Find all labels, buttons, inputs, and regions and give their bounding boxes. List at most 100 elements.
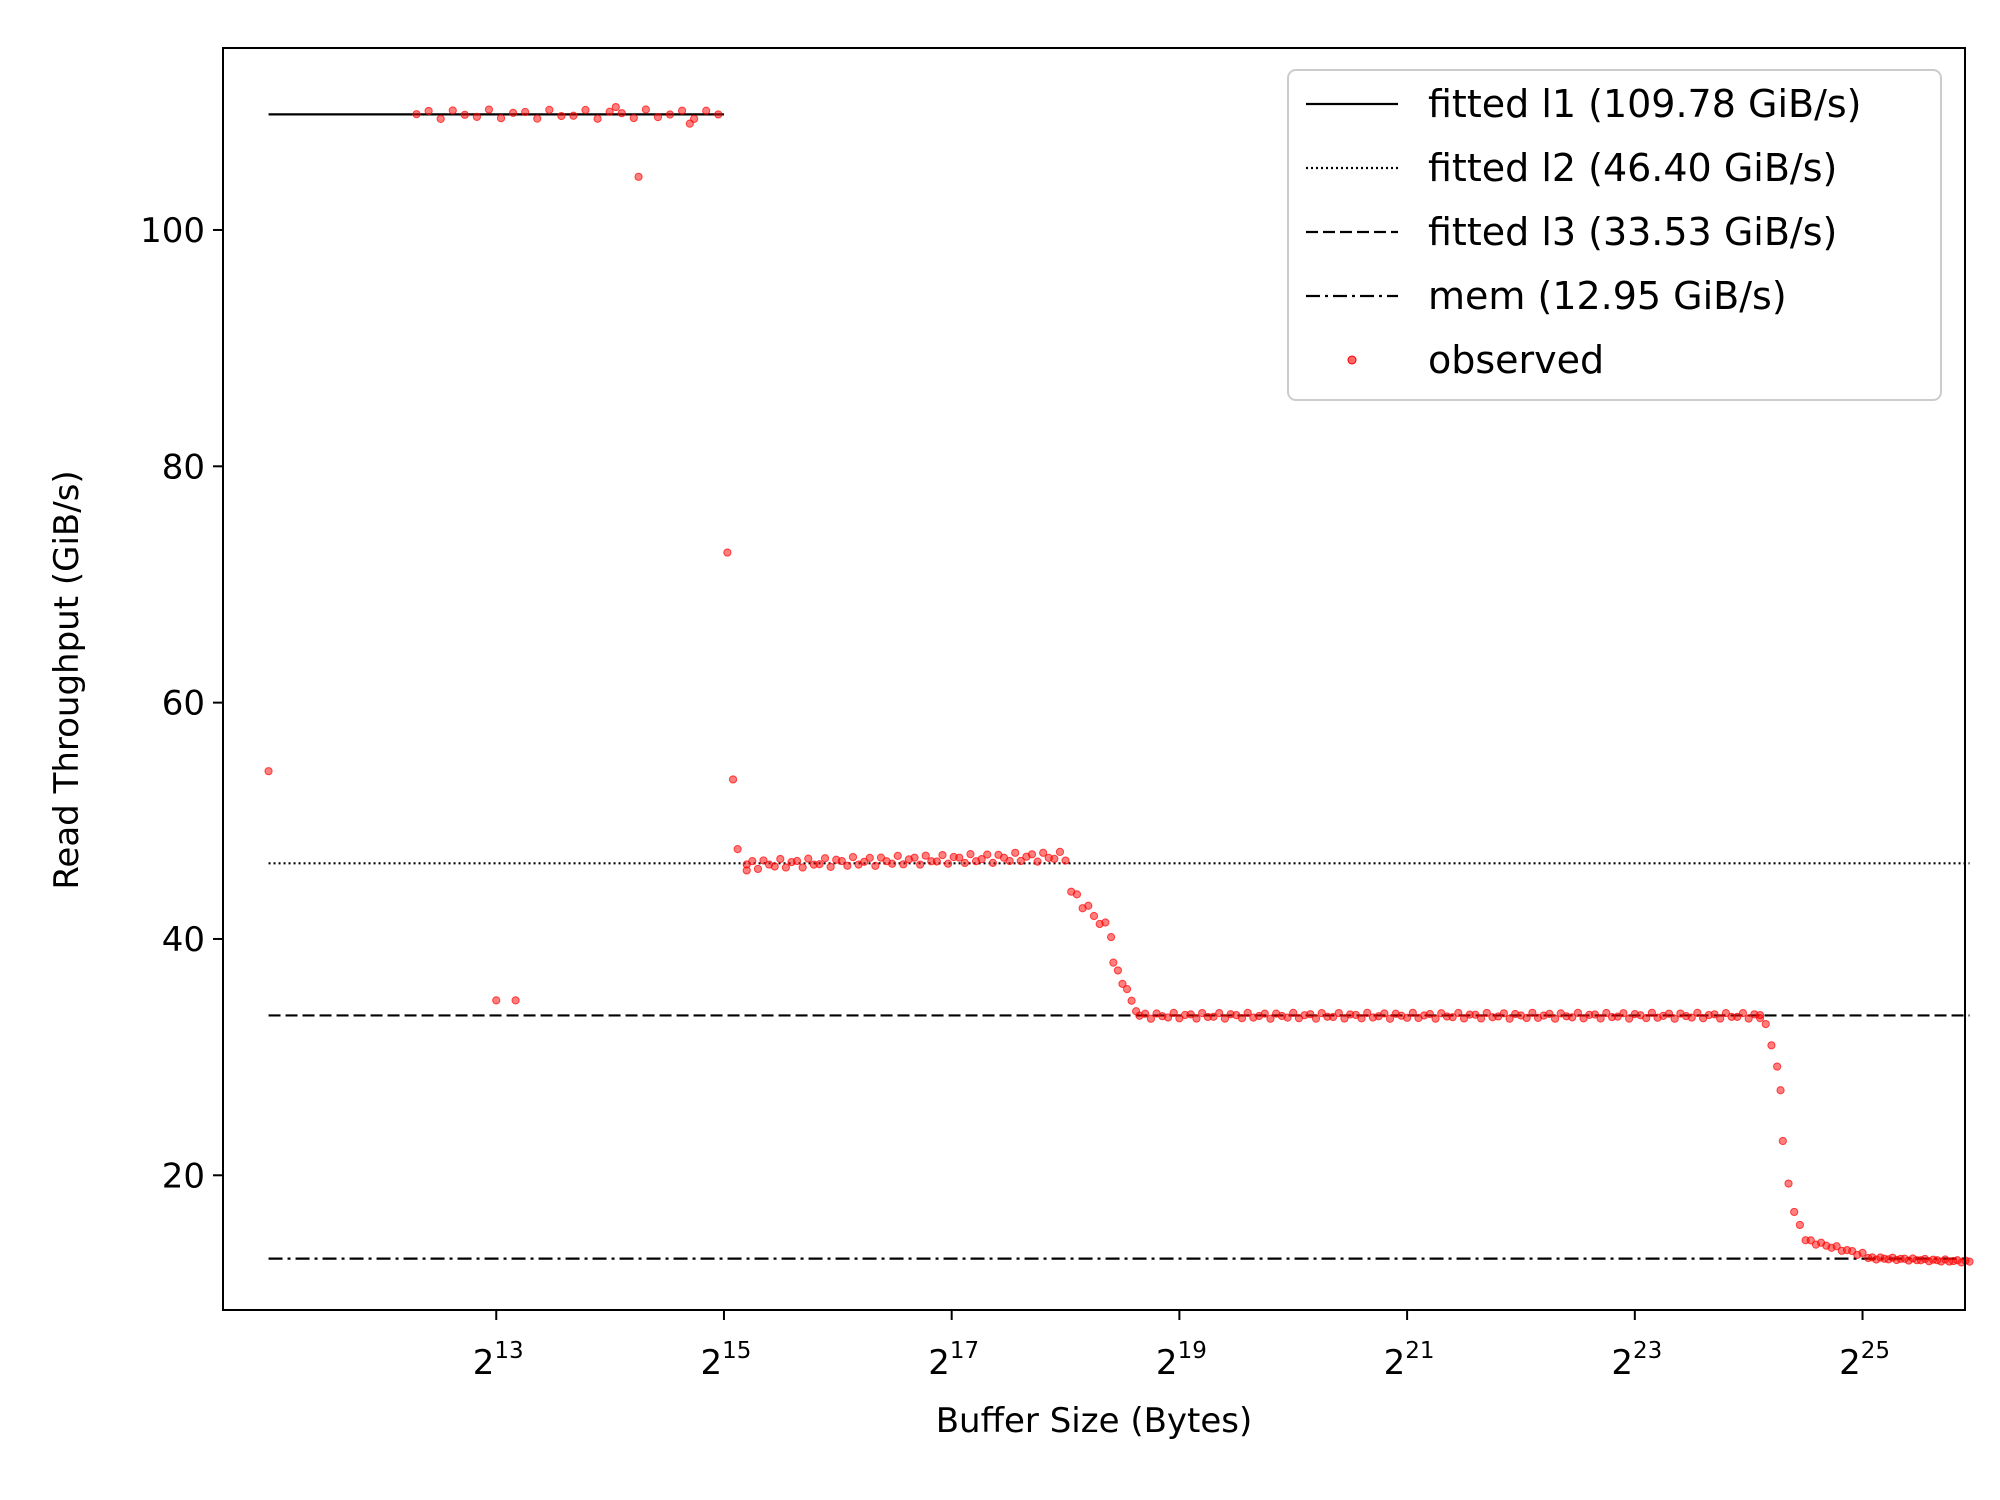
observed-point	[1118, 979, 1127, 988]
observed-point	[1209, 1012, 1218, 1021]
observed-point	[1733, 1012, 1742, 1021]
x-tick-label: 217	[928, 1338, 979, 1383]
observed-point	[1027, 850, 1037, 859]
observed-point	[742, 866, 751, 875]
observed-point	[1528, 1008, 1537, 1017]
observed-point	[893, 851, 902, 861]
observed-point	[776, 854, 785, 864]
observed-point	[714, 110, 723, 119]
x-tick-label: 219	[1156, 1338, 1207, 1383]
observed-point	[1260, 1009, 1269, 1018]
observed-point	[1005, 856, 1014, 866]
observed-point	[1784, 1179, 1793, 1188]
observed-point	[1670, 1014, 1679, 1023]
observed-point	[1767, 1041, 1776, 1050]
observed-point	[759, 856, 768, 865]
observed-point	[1192, 1014, 1201, 1023]
observed-point	[665, 110, 675, 119]
observed-point	[1186, 1010, 1195, 1019]
legend-label-1: fitted l1 (109.78 GiB/s)	[1428, 82, 1862, 126]
y-axis: 20 40 60 80 100	[140, 211, 223, 1196]
observed-point	[1055, 847, 1065, 857]
x-tick-label: 225	[1839, 1338, 1890, 1383]
observed-point	[899, 860, 908, 869]
observed-point	[781, 863, 790, 872]
observed-point	[1403, 1013, 1412, 1022]
observed-point	[593, 114, 602, 123]
observed-point	[1317, 1009, 1326, 1018]
observed-point	[1146, 1014, 1156, 1023]
observed-point	[1220, 1014, 1230, 1023]
observed-point	[770, 862, 779, 871]
observed-point	[1832, 1242, 1841, 1251]
observed-point	[804, 854, 813, 863]
x-tick-label: 213	[473, 1338, 524, 1383]
observed-point	[1385, 1014, 1395, 1023]
observed-point	[1459, 1014, 1469, 1023]
observed-point	[1357, 1014, 1366, 1023]
y-tick-label: 80	[162, 447, 205, 487]
observed-point	[1721, 1009, 1731, 1018]
observed-point	[910, 853, 919, 862]
observed-point	[938, 850, 947, 860]
observed-point	[569, 111, 578, 120]
observed-point	[605, 107, 614, 116]
observed-point	[412, 110, 421, 119]
observed-point	[1127, 996, 1136, 1005]
observed-point	[955, 853, 964, 862]
observed-point	[1141, 1009, 1150, 1018]
observed-point	[921, 851, 930, 860]
observed-points	[264, 102, 1974, 1267]
observed-point	[798, 863, 807, 872]
observed-point	[1215, 1009, 1224, 1018]
observed-point	[496, 114, 506, 123]
observed-point	[1858, 1248, 1867, 1257]
observed-point	[860, 857, 869, 866]
observed-point	[484, 105, 494, 114]
observed-point	[1664, 1009, 1674, 1018]
observed-point	[837, 856, 846, 866]
observed-point	[1011, 848, 1020, 857]
observed-point	[1776, 1086, 1785, 1095]
observed-point	[1113, 966, 1123, 975]
observed-point	[1340, 1014, 1349, 1023]
observed-point	[1243, 1008, 1252, 1017]
observed-point	[1109, 958, 1118, 967]
observed-point	[634, 172, 643, 181]
observed-point	[1471, 1010, 1480, 1019]
legend-observed-marker	[1347, 355, 1357, 365]
observed-point	[966, 850, 975, 859]
observed-point	[1408, 1008, 1417, 1017]
observed-point	[865, 853, 874, 862]
observed-point	[545, 105, 554, 114]
observed-point	[1755, 1014, 1765, 1023]
legend-box	[1287, 69, 1942, 401]
observed-point	[1716, 1014, 1725, 1023]
x-tick-label: 215	[701, 1338, 752, 1383]
observed-point	[977, 855, 986, 864]
observed-point	[1625, 1014, 1634, 1023]
plot-frame	[222, 47, 1966, 1311]
observed-point	[1089, 911, 1099, 921]
x-tick-label: 223	[1611, 1338, 1662, 1383]
observed-point	[1738, 1008, 1748, 1018]
observed-point	[1693, 1008, 1702, 1017]
observed-point	[728, 775, 738, 784]
observed-point	[1237, 1014, 1247, 1023]
observed-point	[1790, 1207, 1799, 1217]
observed-point	[1773, 1062, 1782, 1071]
observed-point	[1499, 1009, 1508, 1018]
observed-point	[1380, 1009, 1389, 1018]
observed-point	[1744, 1014, 1753, 1023]
observed-point	[1568, 1013, 1577, 1022]
observed-point	[1642, 1014, 1651, 1023]
observed-point	[1122, 985, 1132, 994]
x-axis: 213 215 217 219 221 223 225	[473, 1310, 1890, 1383]
observed-point	[826, 862, 835, 871]
observed-point	[733, 845, 742, 854]
y-tick-label: 100	[140, 211, 205, 251]
observed-point	[1545, 1009, 1554, 1018]
observed-point	[1425, 1009, 1434, 1019]
observed-point	[1505, 1014, 1514, 1023]
observed-point	[1573, 1008, 1582, 1018]
